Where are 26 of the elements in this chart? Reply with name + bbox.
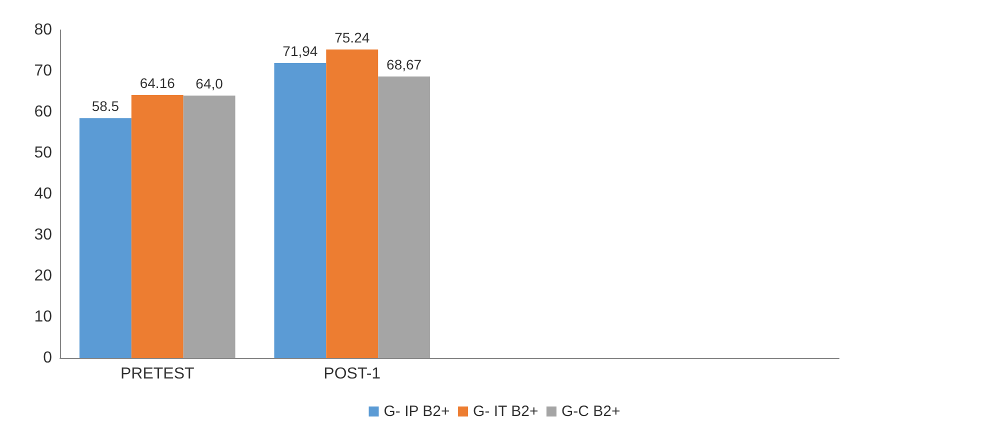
bar	[183, 96, 236, 358]
bar	[131, 94, 184, 358]
data-label: 58.5	[92, 98, 120, 114]
x-tick-label: PRETEST	[120, 366, 194, 382]
legend-label: G- IT B2+	[473, 403, 538, 420]
y-tick-label: 50	[34, 144, 52, 162]
bar	[326, 50, 378, 358]
bar	[79, 118, 132, 358]
y-tick-label: 40	[34, 186, 52, 202]
legend-label: G- IP B2+	[384, 403, 450, 420]
y-tick-label: 20	[34, 268, 52, 284]
data-label: 64.16	[140, 74, 176, 91]
y-tick-label: 60	[34, 104, 52, 120]
x-tick-label: POST-1	[324, 366, 381, 382]
y-tick-label: 10	[34, 308, 52, 326]
bar	[378, 76, 430, 358]
data-label: 64,0	[196, 76, 224, 92]
y-tick-label: 0	[43, 350, 52, 366]
data-label: 75.24	[334, 30, 370, 46]
y-tick-label: 70	[34, 62, 52, 80]
data-label: 71,94	[282, 43, 318, 60]
y-tick-label: 80	[34, 22, 52, 38]
bar	[274, 63, 326, 358]
legend-label: G-C B2+	[561, 403, 620, 420]
y-tick-label: 30	[34, 226, 52, 244]
data-label: 68,67	[386, 56, 422, 72]
